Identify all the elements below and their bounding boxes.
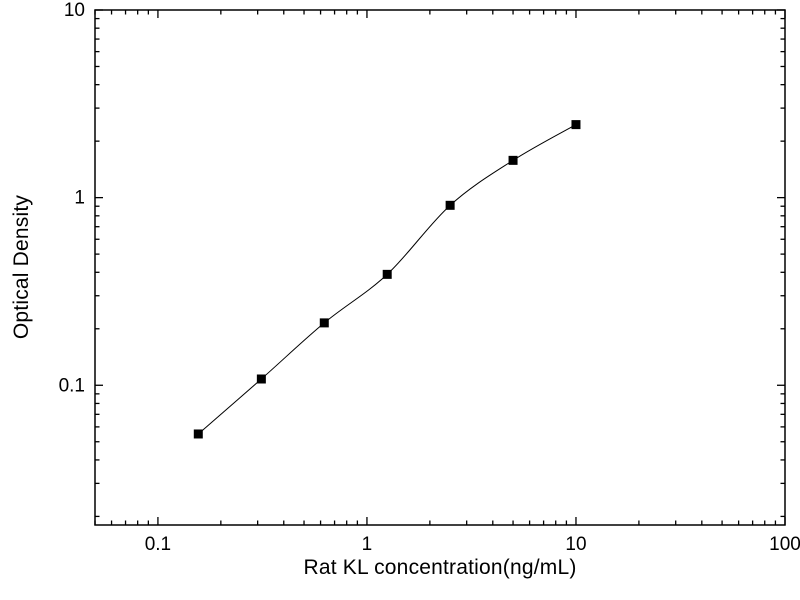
data-points [193,120,581,439]
data-point-marker [571,120,581,130]
x-tick-label: 1 [362,534,373,555]
data-point-marker [193,429,203,439]
y-tick-label: 0.1 [59,375,85,396]
fit-curve [197,124,577,435]
axis-ticks [94,9,786,525]
tick-labels: 0.1 1 10 100 0.1 1 10 [59,0,800,555]
data-point-marker [256,374,266,384]
data-point-marker [382,269,392,279]
data-point-marker [319,318,329,328]
x-tick-label: 0.1 [145,534,171,555]
data-point-marker [508,155,518,165]
y-axis-title: Optical Density [10,194,33,340]
x-axis-title: Rat KL concentration(ng/mL) [303,556,577,579]
y-tick-label: 1 [74,188,85,209]
y-tick-label: 10 [64,0,85,21]
plot-frame [94,9,786,526]
data-point-marker [445,200,455,210]
x-tick-label: 10 [565,534,586,555]
x-tick-label: 100 [769,534,800,555]
